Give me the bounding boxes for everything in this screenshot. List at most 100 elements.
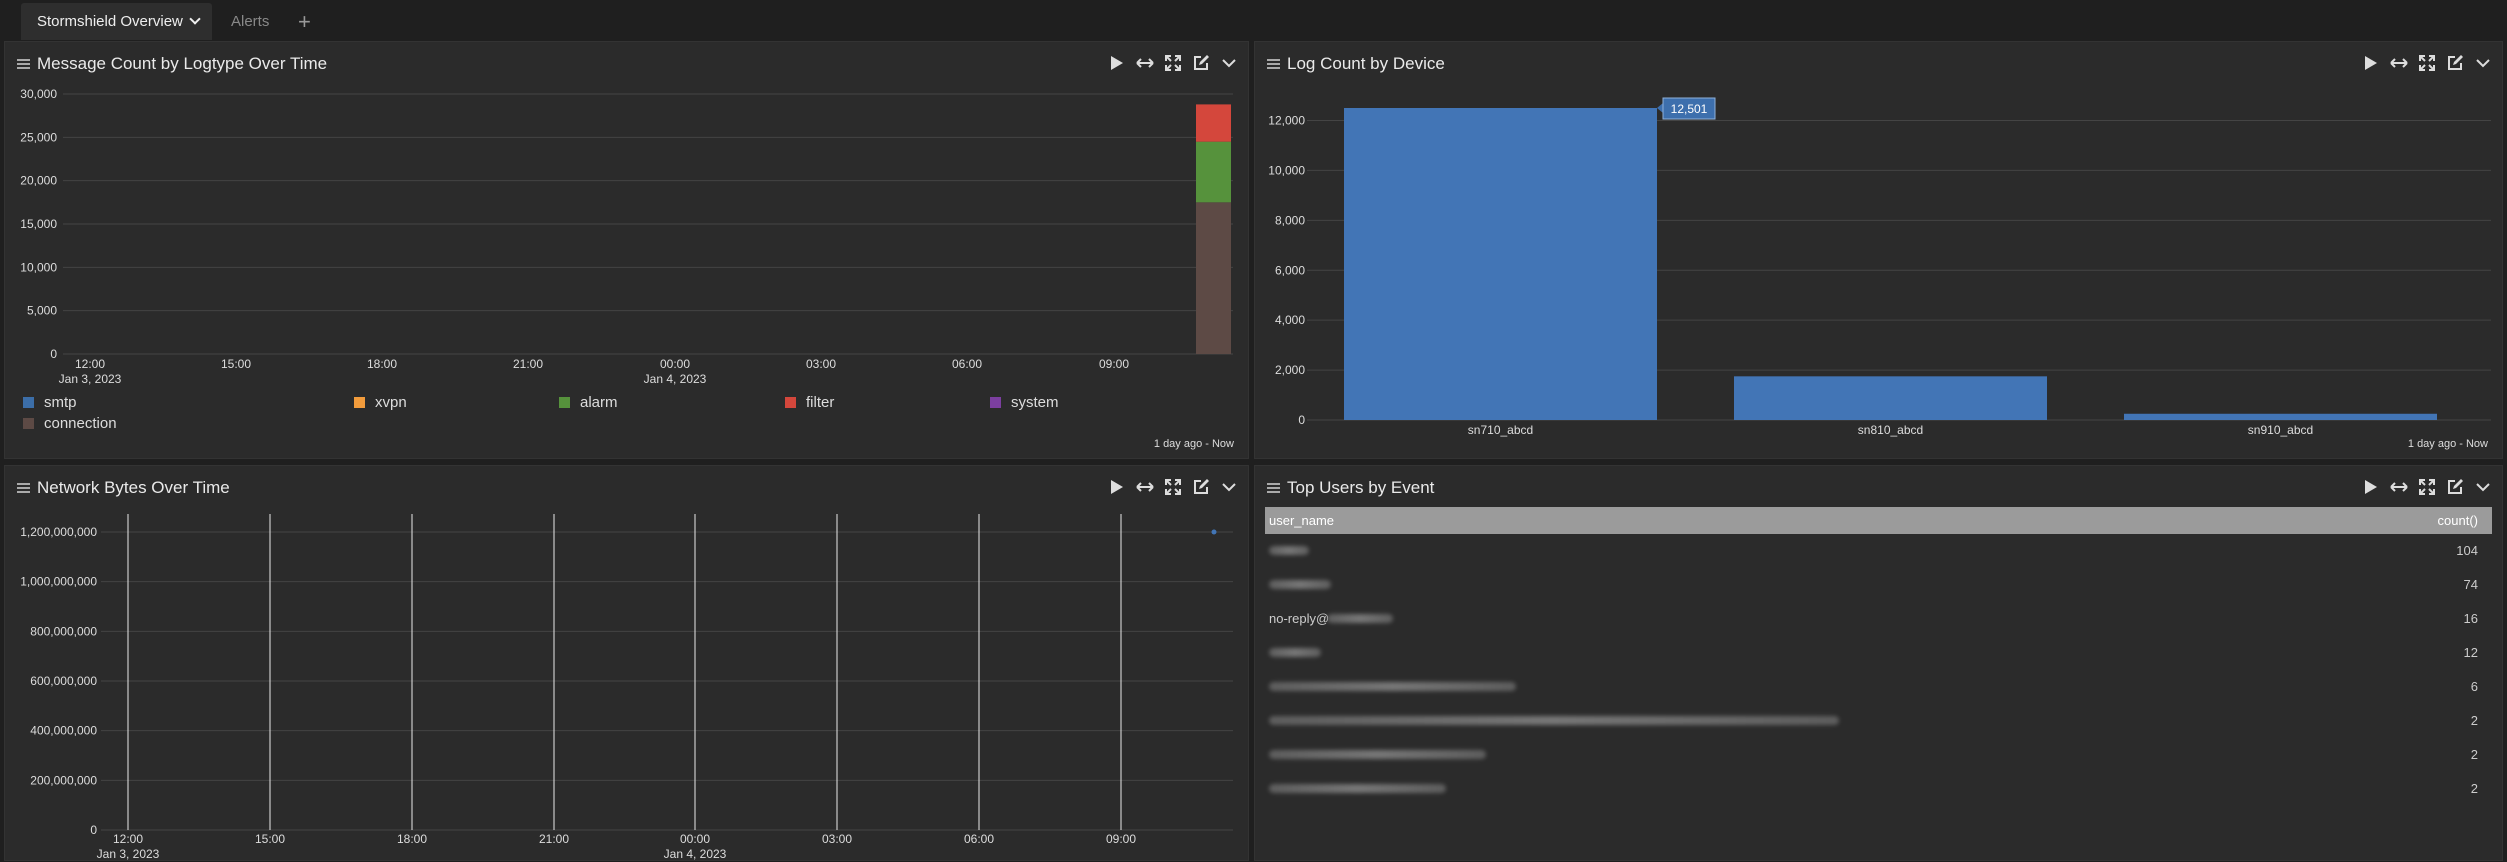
legend-item-system[interactable]: system <box>990 394 1059 411</box>
y-tick-label: 10,000 <box>1268 163 1305 177</box>
table-row[interactable]: 2 <box>1265 704 2492 738</box>
y-tick-label: 0 <box>1298 413 1305 427</box>
y-tick-label: 6,000 <box>1275 263 1305 277</box>
y-tick-label: 1,000,000,000 <box>20 575 97 589</box>
edit-icon[interactable] <box>1192 478 1210 496</box>
legend-label: xvpn <box>375 394 407 411</box>
redacted-user-name <box>1269 648 1321 657</box>
fullscreen-icon[interactable] <box>1164 478 1182 496</box>
legend-item-filter[interactable]: filter <box>785 394 834 411</box>
panel-network-bytes: Network Bytes Over Time 1,200,000,000 1,0… <box>4 465 1249 861</box>
stack-segment-filter[interactable] <box>1196 104 1231 142</box>
y-tick-label: 0 <box>50 347 57 361</box>
x-tick-label: 00:00 <box>660 357 690 371</box>
panel-toolbar <box>1108 53 1238 73</box>
time-range-label: 1 day ago - Now <box>1153 438 1234 450</box>
redacted-user-name <box>1269 716 1839 725</box>
drag-handle-icon[interactable] <box>1267 483 1280 493</box>
expand-horizontal-icon[interactable] <box>2390 54 2408 72</box>
y-tick-label: 0 <box>90 823 97 837</box>
legend-item-smtp[interactable]: smtp <box>23 394 77 411</box>
count-cell: 74 <box>2463 577 2478 592</box>
panel-log-count-device: Log Count by Device 12,000 10,000 8,000 6,0… <box>1254 41 2503 459</box>
panel-title: Message Count by Logtype Over Time <box>37 54 328 73</box>
y-tick-label: 8,000 <box>1275 213 1305 227</box>
add-tab-button[interactable]: + <box>298 9 311 34</box>
x-tick-label: sn710_abcd <box>1468 423 1533 437</box>
fullscreen-icon[interactable] <box>2418 478 2436 496</box>
time-range-label: 1 day ago - Now <box>2407 438 2488 450</box>
chevron-down-icon[interactable] <box>1220 478 1238 496</box>
bar-sn910_abcd[interactable] <box>2124 413 2437 420</box>
count-cell: 12 <box>2463 645 2478 660</box>
chevron-down-icon[interactable] <box>189 13 201 25</box>
chevron-down-icon[interactable] <box>1220 54 1238 72</box>
x-tick-label: 18:00 <box>397 832 427 846</box>
play-icon[interactable] <box>1108 478 1126 496</box>
legend-item-connection[interactable]: connection <box>23 415 117 432</box>
y-tick-label: 10,000 <box>20 260 57 274</box>
legend-swatch <box>785 397 796 408</box>
table-row[interactable]: 104 <box>1265 534 2492 568</box>
x-tick-sublabel: Jan 3, 2023 <box>59 372 122 386</box>
x-tick-label: 21:00 <box>513 357 543 371</box>
stack-segment-alarm[interactable] <box>1196 141 1231 203</box>
redacted-user-name <box>1269 682 1516 691</box>
network-bytes-chart: 1,200,000,000 1,000,000,000 800,000,000 600… <box>20 514 1233 861</box>
table-row[interactable]: 2 <box>1265 772 2492 806</box>
tab-stormshield-overview[interactable]: Stormshield Overview <box>21 3 212 40</box>
x-tick-label: 03:00 <box>806 357 836 371</box>
bar-sn710_abcd[interactable] <box>1344 108 1657 420</box>
table-row[interactable]: 6 <box>1265 670 2492 704</box>
data-point[interactable] <box>1211 529 1217 535</box>
drag-handle-icon[interactable] <box>17 59 30 69</box>
expand-horizontal-icon[interactable] <box>2390 478 2408 496</box>
fullscreen-icon[interactable] <box>1164 54 1182 72</box>
chevron-down-icon[interactable] <box>2474 478 2492 496</box>
chevron-down-icon[interactable] <box>2474 54 2492 72</box>
play-icon[interactable] <box>2362 54 2380 72</box>
drag-handle-icon[interactable] <box>17 483 30 493</box>
bar-sn810_abcd[interactable] <box>1734 376 2047 420</box>
x-tick-label: 21:00 <box>539 832 569 846</box>
y-tick-label: 12,000 <box>1268 114 1305 128</box>
tab-bar: Stormshield Overview Alerts + <box>0 0 2507 40</box>
table-row[interactable]: no-reply@ 16 <box>1265 602 2492 636</box>
y-tick-label: 2,000 <box>1275 363 1305 377</box>
legend-swatch <box>990 397 1001 408</box>
panel-message-count: Message Count by Logtype Over Time 30,00… <box>4 41 1249 459</box>
x-tick-label: 15:00 <box>255 832 285 846</box>
panel-toolbar <box>2362 477 2492 497</box>
y-tick-label: 400,000,000 <box>30 724 97 738</box>
edit-icon[interactable] <box>1192 54 1210 72</box>
table-row[interactable]: 12 <box>1265 636 2492 670</box>
redacted-user-name <box>1269 546 1309 555</box>
count-cell: 104 <box>2456 543 2478 558</box>
legend-item-alarm[interactable]: alarm <box>559 394 618 411</box>
tooltip-box <box>1662 97 1716 120</box>
expand-horizontal-icon[interactable] <box>1136 478 1154 496</box>
message-count-chart: 30,000 25,000 20,000 15,000 10,000 5,000 0 12:0… <box>20 87 1233 386</box>
x-tick-sublabel: Jan 3, 2023 <box>97 847 160 861</box>
play-icon[interactable] <box>2362 478 2380 496</box>
edit-icon[interactable] <box>2446 478 2464 496</box>
tab-alerts[interactable]: Alerts <box>231 13 270 30</box>
drag-handle-icon[interactable] <box>1267 59 1280 69</box>
fullscreen-icon[interactable] <box>2418 54 2436 72</box>
panel-title: Network Bytes Over Time <box>37 478 230 497</box>
y-tick-label: 30,000 <box>20 87 57 101</box>
table-header: user_name count() <box>1265 507 2492 534</box>
y-tick-label: 25,000 <box>20 130 57 144</box>
table-row[interactable]: 74 <box>1265 568 2492 602</box>
stack-segment-connection[interactable] <box>1196 202 1231 354</box>
table-row[interactable]: 2 <box>1265 738 2492 772</box>
legend-item-xvpn[interactable]: xvpn <box>354 394 407 411</box>
expand-horizontal-icon[interactable] <box>1136 54 1154 72</box>
edit-icon[interactable] <box>2446 54 2464 72</box>
panel-title: Log Count by Device <box>1287 54 1445 73</box>
count-cell: 2 <box>2470 781 2478 796</box>
column-header-count[interactable]: count() <box>2437 513 2478 528</box>
play-icon[interactable] <box>1108 54 1126 72</box>
column-header-user-name[interactable]: user_name <box>1269 513 1335 528</box>
panel-toolbar <box>2362 53 2492 73</box>
